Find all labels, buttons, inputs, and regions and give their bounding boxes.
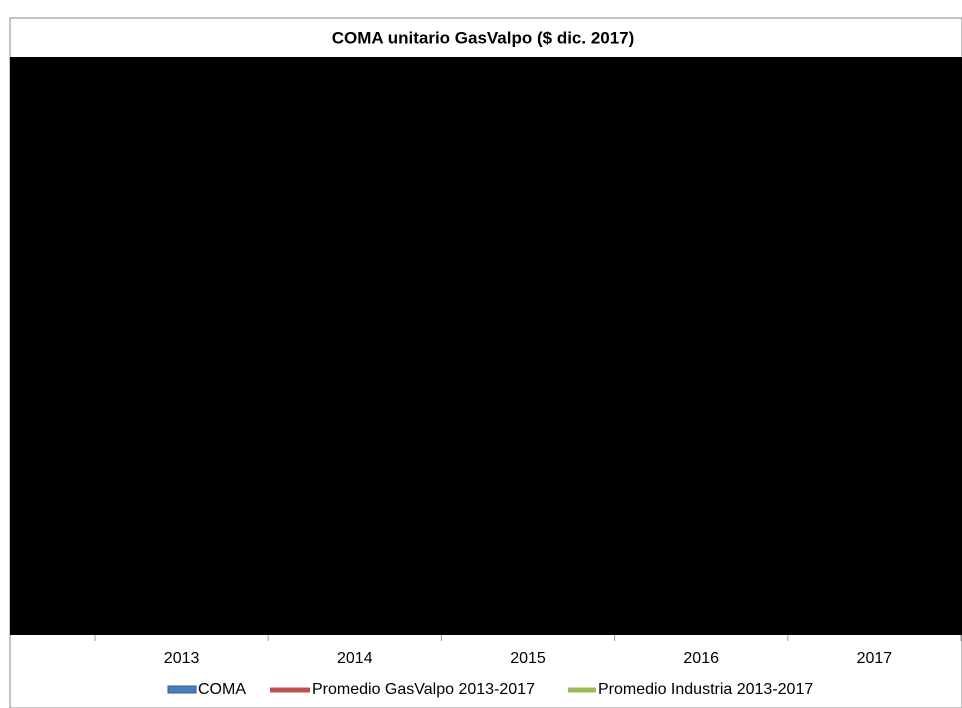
chart-title: COMA unitario GasValpo ($ dic. 2017) [332,28,635,47]
x-tick-label: 2014 [337,650,373,667]
x-tick-label: 2013 [164,650,200,667]
legend-swatch [167,685,197,694]
legend-label: COMA [198,681,246,698]
plot-area [10,57,962,635]
legend-label: Promedio Industria 2013-2017 [598,681,813,698]
x-tick-label: 2016 [683,650,719,667]
x-axis: 2013 2014 2015 2016 2017 [94,635,962,667]
x-tick-label: 2017 [857,650,893,667]
legend: COMA Promedio GasValpo 2013-2017 Promedio … [167,681,813,698]
legend-label: Promedio GasValpo 2013-2017 [312,681,535,698]
x-tick-label: 2015 [510,650,546,667]
